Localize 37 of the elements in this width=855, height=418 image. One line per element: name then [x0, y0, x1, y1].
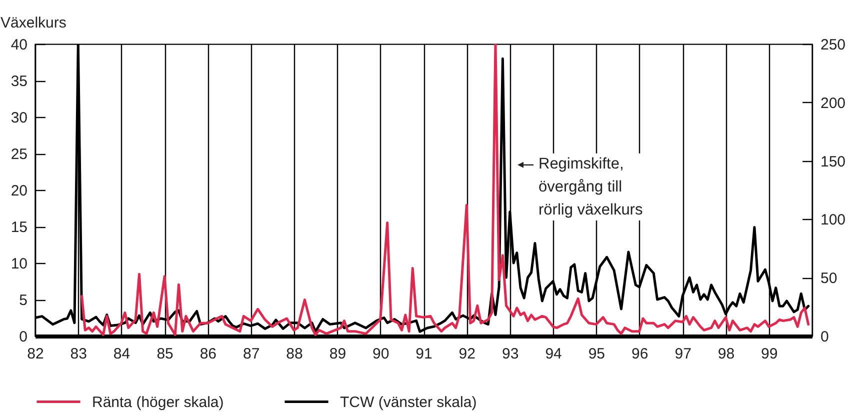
x-tick-label: 90	[372, 346, 390, 362]
x-tick-label: 87	[242, 346, 260, 362]
x-tick-label: 85	[156, 346, 174, 362]
y2-tick-label: 0	[820, 328, 829, 346]
x-tick-label: 89	[329, 346, 346, 362]
x-tick-label: 97	[674, 346, 692, 362]
y2-tick-label: 100	[820, 212, 846, 229]
x-tick-label: 82	[27, 346, 44, 362]
x-tick-label: 88	[286, 346, 303, 362]
y2-tick-label: 150	[820, 153, 846, 170]
y-tick-label: 15	[10, 219, 28, 236]
y-tick-label: 25	[10, 146, 28, 163]
y-tick-label: 30	[10, 110, 28, 126]
y-tick-label: 10	[10, 256, 28, 272]
x-tick-label: 84	[113, 346, 130, 362]
x-tick-label: 93	[502, 346, 519, 362]
y-axis-title: Växelkurs	[0, 14, 66, 32]
y-tick-label: 5	[19, 292, 28, 309]
legend-label: Ränta (höger skala)	[92, 394, 224, 411]
x-tick-label: 95	[588, 346, 606, 362]
x-tick-label: 83	[70, 346, 87, 362]
x-tick-label: 99	[761, 346, 778, 362]
x-tick-label: 94	[545, 346, 562, 362]
y-tick-label: 20	[10, 182, 28, 200]
y2-tick-label: 200	[820, 94, 846, 112]
y-tick-label: 40	[10, 36, 28, 54]
x-tick-label: 98	[718, 346, 735, 362]
annotation: Regimskifte, övergång till rörlig växelkurs	[538, 155, 643, 218]
y-tick-label: 35	[10, 73, 28, 90]
legend-label: TCW (vänster skala)	[340, 394, 477, 411]
y-tick-label: 0	[19, 328, 28, 346]
y2-tick-label: 250	[820, 36, 846, 54]
x-tick-label: 96	[631, 346, 648, 362]
y2-tick-label: 50	[820, 270, 838, 288]
x-tick-label: 91	[416, 346, 432, 362]
x-tick-label: 92	[458, 346, 476, 362]
x-tick-label: 86	[200, 346, 217, 362]
